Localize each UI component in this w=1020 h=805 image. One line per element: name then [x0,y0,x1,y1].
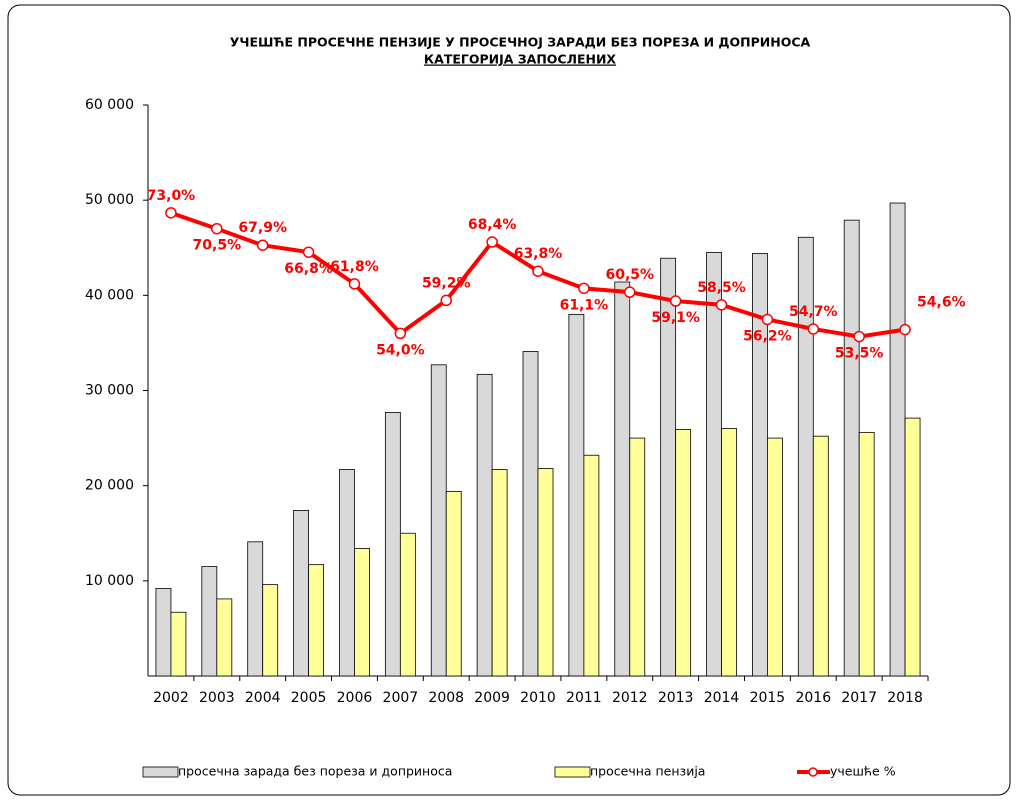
data-label: 61,1% [560,297,609,313]
line-marker [578,282,590,295]
bar [445,490,462,677]
bar [812,435,829,677]
bar [399,532,416,677]
bar [858,431,875,677]
data-label: 56,2% [743,328,792,344]
data-label: 70,5% [193,238,242,254]
legend-swatch [554,766,591,778]
data-label: 73,0% [147,188,196,204]
line-marker [807,323,820,335]
y-tick-label: 10 000 [85,573,134,589]
x-tick-label: 2017 [841,690,877,706]
x-tick-label: 2003 [199,690,235,706]
line-marker [853,330,865,343]
data-label: 53,5% [835,346,884,362]
x-tick-label: 2010 [520,690,556,706]
y-tick-label: 50 000 [85,192,134,208]
bar [155,588,172,677]
line-marker [761,313,774,326]
bar [339,469,355,677]
x-tick-label: 2018 [887,690,923,706]
x-tick-label: 2006 [337,690,373,706]
bar [247,541,264,677]
bar [308,564,324,677]
line-marker [440,294,452,307]
bar [476,373,493,677]
data-label: 61,8% [330,259,379,275]
legend-marker [808,767,818,777]
line-marker [394,327,407,340]
data-label: 68,4% [468,217,517,233]
bar [384,411,401,677]
bar [522,351,539,677]
legend-label: просечна зарада без пореза и доприноса [178,764,452,779]
bar [201,566,218,677]
data-label: 59,2% [422,275,471,291]
x-tick-label: 2016 [795,690,831,706]
bar [262,584,279,677]
bar [216,598,233,677]
chart-subtitle: КАТЕГОРИЈА ЗАПОСЛЕНИХ [424,52,617,67]
y-tick-label: 40 000 [85,287,134,303]
line-marker [624,286,636,298]
data-label: 59,1% [651,310,700,326]
y-tick-label: 20 000 [85,478,134,494]
data-label: 58,5% [697,280,746,296]
bar [721,428,737,677]
bar [629,437,646,677]
x-tick-label: 2004 [245,690,281,706]
data-label: 54,7% [789,304,838,320]
line-marker [348,278,361,290]
x-tick-label: 2015 [750,690,786,706]
x-tick-label: 2012 [612,690,648,706]
bar [583,454,600,677]
bar [706,252,722,677]
bar [568,313,585,677]
y-tick-label: 60 000 [85,97,134,113]
bar [843,219,860,677]
legend-label: просечна пензија [590,764,705,779]
y-tick-label: 30 000 [85,383,134,399]
line-marker [302,246,315,258]
x-tick-label: 2007 [383,690,419,706]
line-marker [669,295,682,307]
data-label: 67,9% [238,220,287,236]
x-tick-label: 2011 [566,690,602,706]
legend-swatch [142,766,179,778]
x-tick-label: 2005 [291,690,327,706]
bar [170,611,187,677]
x-tick-label: 2008 [428,690,464,706]
data-label: 63,8% [514,246,563,262]
data-label: 60,5% [605,267,654,283]
line-marker [899,323,911,336]
bar [430,364,447,677]
chart-title: УЧЕШЋЕ ПРОСЕЧНЕ ПЕНЗИЈЕ У ПРОСЕЧНОЈ ЗАРА… [230,35,811,50]
bar [354,548,370,677]
bar [491,469,508,677]
data-label: 66,8% [284,261,333,277]
bar [614,281,631,677]
line-marker [256,239,269,251]
x-tick-label: 2002 [153,690,189,706]
x-tick-label: 2013 [658,690,694,706]
bar [767,437,783,677]
line-marker [715,299,728,311]
line-marker [211,222,223,235]
legend-label: учешће % [830,764,896,779]
x-tick-label: 2009 [474,690,510,706]
x-tick-label: 2014 [704,690,740,706]
line-marker [532,265,544,277]
bar [675,429,692,677]
bar [904,417,921,677]
data-label: 54,0% [376,342,425,358]
bar [537,468,554,677]
line-marker [486,236,498,248]
bar [293,510,309,677]
data-label: 54,6% [917,295,966,311]
line-marker [165,207,177,219]
bar [889,202,906,677]
